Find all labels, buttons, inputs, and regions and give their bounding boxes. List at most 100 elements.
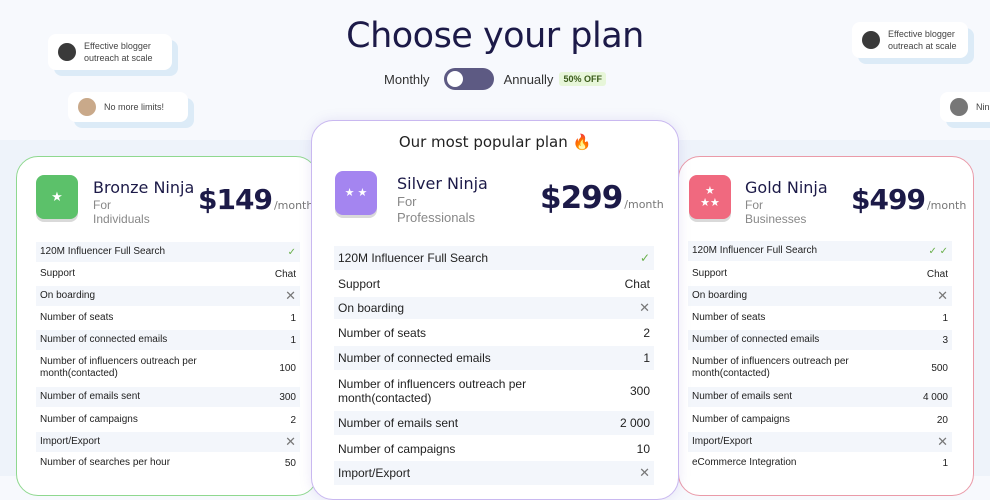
for-label: For xyxy=(93,198,111,212)
price-value: $299 xyxy=(540,180,623,216)
feature-label: Number of connected emails xyxy=(692,334,820,345)
feature-row: Number of seats 1 xyxy=(688,308,952,328)
plan-name: Bronze Ninja xyxy=(93,178,195,197)
feature-value: 1 xyxy=(643,351,650,365)
feature-row: Support Chat xyxy=(334,272,654,296)
feature-label: Number of influencers outreach per month… xyxy=(692,356,849,379)
feature-value: 4 000 xyxy=(922,391,948,403)
testimonial-bubble: Nin So xyxy=(940,92,990,122)
feature-label: Number of influencers outreach per month… xyxy=(40,356,197,379)
testimonial-bubble: No more limits! xyxy=(68,92,188,122)
feature-row: 120M Influencer Full Search ✓ xyxy=(334,246,654,270)
bubble-text: Effective blogger outreach at scale xyxy=(888,29,957,52)
feature-label: Number of seats xyxy=(692,312,766,323)
feature-row: Number of seats 1 xyxy=(36,308,300,328)
plan-price: $499/month xyxy=(851,183,966,216)
feature-row: Import/Export ✕ xyxy=(688,432,952,452)
feature-label: Number of connected emails xyxy=(338,350,491,365)
feature-row: Number of emails sent 2 000 xyxy=(334,411,654,435)
testimonial-bubble: Effective blogger outreach at scale xyxy=(48,34,172,71)
feature-value: Chat xyxy=(926,268,948,280)
double-check-icon: ✓ ✓ xyxy=(928,245,948,257)
price-period: /month xyxy=(273,199,314,212)
feature-row: Number of emails sent 4 000 xyxy=(688,387,952,407)
monthly-label[interactable]: Monthly xyxy=(384,71,430,87)
feature-row: Number of campaigns 20 xyxy=(688,410,952,430)
audience-label: Professionals xyxy=(397,210,476,225)
for-label: For xyxy=(397,194,417,209)
annually-label[interactable]: Annually xyxy=(503,71,554,87)
feature-row: On boarding ✕ xyxy=(36,286,300,306)
bubble-text: Nin So xyxy=(976,101,990,112)
avatar xyxy=(862,31,880,50)
feature-value: 500 xyxy=(931,362,948,374)
discount-badge: 50% OFF xyxy=(559,72,606,86)
feature-value: Chat xyxy=(624,277,650,291)
feature-value: 1 xyxy=(942,312,948,324)
feature-label: Support xyxy=(338,276,381,291)
two-stars-icon: ★ ★ xyxy=(335,171,377,215)
feature-row: Number of influencers outreach per month… xyxy=(36,352,300,384)
price-period: /month xyxy=(624,198,664,211)
cross-icon: ✕ xyxy=(639,465,650,480)
feature-label: Number of emails sent xyxy=(692,391,793,402)
feature-label: Number of emails sent xyxy=(338,415,459,430)
feature-label: Number of campaigns xyxy=(338,441,456,456)
price-value: $499 xyxy=(851,183,926,216)
feature-value: 10 xyxy=(636,442,650,456)
three-stars-icon: ★ ★★ xyxy=(689,175,731,219)
feature-label: 120M Influencer Full Search xyxy=(40,246,166,257)
bubble-text: No more limits! xyxy=(104,101,165,112)
popular-banner: Our most popular plan 🔥 xyxy=(398,133,592,151)
price-period: /month xyxy=(926,199,967,212)
feature-label: Import/Export xyxy=(40,436,101,447)
feature-label: On boarding xyxy=(338,300,405,315)
feature-row: Support Chat xyxy=(688,264,952,284)
plan-audience: For Businesses xyxy=(745,198,835,226)
feature-row: 120M Influencer Full Search ✓ xyxy=(36,242,300,262)
feature-row: Import/Export ✕ xyxy=(334,461,654,485)
feature-label: Number of campaigns xyxy=(692,414,790,425)
feature-row: Number of influencers outreach per month… xyxy=(334,373,654,409)
plan-audience: For Professionals xyxy=(397,194,497,226)
billing-toggle[interactable] xyxy=(443,68,494,90)
plan-price: $149/month xyxy=(198,183,313,216)
bubble-text: Effective blogger outreach at scale xyxy=(84,41,153,64)
feature-label: Number of seats xyxy=(338,325,427,340)
feature-row: Number of influencers outreach per month… xyxy=(688,352,952,384)
plan-price: $299/month xyxy=(540,180,664,216)
feature-label: On boarding xyxy=(40,290,96,301)
price-value: $149 xyxy=(198,183,273,216)
plan-name: Silver Ninja xyxy=(397,174,488,193)
feature-label: eCommerce Integration xyxy=(692,457,797,468)
feature-row: Number of emails sent 300 xyxy=(36,387,300,407)
testimonial-bubble: Effective blogger outreach at scale xyxy=(852,22,968,59)
cross-icon: ✕ xyxy=(285,288,296,303)
feature-label: Number of influencers outreach per month… xyxy=(338,376,527,405)
feature-label: 120M Influencer Full Search xyxy=(338,250,489,265)
feature-row: 120M Influencer Full Search ✓ ✓ xyxy=(688,241,952,261)
audience-label: Individuals xyxy=(93,212,150,226)
feature-value: 2 xyxy=(643,326,650,340)
for-label: For xyxy=(745,198,763,212)
page-title: Choose your plan xyxy=(346,16,644,56)
feature-row: Number of connected emails 1 xyxy=(36,330,300,350)
cross-icon: ✕ xyxy=(639,300,650,315)
feature-value: 50 xyxy=(284,457,296,469)
plan-name: Gold Ninja xyxy=(745,178,828,197)
feature-value: 300 xyxy=(279,391,296,403)
billing-toggle-row: Monthly Annually 50% OFF xyxy=(0,68,990,90)
feature-row: Import/Export ✕ xyxy=(36,432,300,452)
feature-label: Number of searches per hour xyxy=(40,457,171,468)
feature-label: Import/Export xyxy=(338,465,411,480)
feature-row: Number of searches per hour 50 xyxy=(36,453,300,473)
feature-label: On boarding xyxy=(692,290,748,301)
check-icon: ✓ xyxy=(639,251,650,265)
feature-row: On boarding ✕ xyxy=(688,286,952,306)
feature-value: 3 xyxy=(942,334,948,346)
feature-label: 120M Influencer Full Search xyxy=(692,245,818,256)
feature-row: Number of campaigns 10 xyxy=(334,437,654,461)
feature-value: 1 xyxy=(290,312,296,324)
audience-label: Businesses xyxy=(745,212,807,226)
feature-label: Number of emails sent xyxy=(40,391,141,402)
